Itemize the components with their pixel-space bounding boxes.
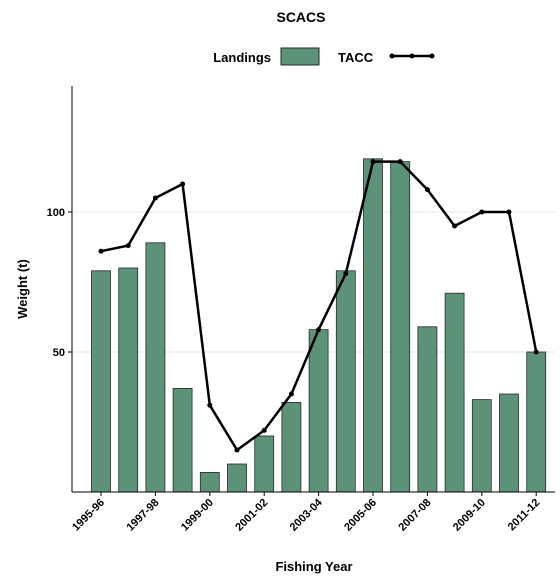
legend: Landings TACC bbox=[213, 47, 435, 66]
bar-landings bbox=[499, 393, 519, 493]
bar-landings bbox=[308, 329, 329, 493]
bar-landings bbox=[363, 158, 383, 493]
tacc-point bbox=[288, 391, 294, 397]
tacc-point bbox=[234, 447, 240, 453]
y-axis-label: Weight (t) bbox=[15, 259, 30, 319]
bar-landings bbox=[254, 435, 275, 493]
legend-marker-tacc bbox=[409, 53, 415, 59]
y-ticks: 50 100 bbox=[47, 207, 72, 359]
tacc-point bbox=[207, 402, 213, 408]
bar-landings bbox=[444, 292, 465, 493]
legend-label-tacc: TACC bbox=[338, 50, 374, 65]
tacc-point bbox=[452, 223, 458, 229]
legend-swatch-landings bbox=[280, 47, 320, 66]
bar-landings bbox=[91, 270, 111, 493]
tacc-point bbox=[479, 209, 485, 215]
bar-landings bbox=[526, 351, 547, 493]
bar-landings bbox=[118, 267, 139, 493]
tacc-point bbox=[370, 159, 376, 165]
bar-landings bbox=[227, 463, 247, 493]
x-tick-label: 1997-98 bbox=[124, 497, 161, 534]
bar-landings bbox=[172, 387, 193, 493]
legend-label-landings: Landings bbox=[213, 50, 271, 65]
tacc-point bbox=[261, 427, 267, 433]
bar-landings bbox=[145, 242, 166, 493]
bar-landings bbox=[417, 326, 438, 493]
tacc-point bbox=[316, 327, 322, 333]
x-ticks: 1995-96 1997-98 1999-00 2001-02 2003-04 2005-… bbox=[70, 492, 542, 534]
x-tick-label: 1995-96 bbox=[70, 497, 107, 534]
x-tick-label: 1999-00 bbox=[179, 497, 216, 534]
tacc-point bbox=[424, 187, 430, 193]
legend-marker-tacc bbox=[429, 53, 435, 59]
tacc-point bbox=[98, 248, 104, 254]
tacc-point bbox=[397, 159, 403, 165]
tacc-point bbox=[533, 349, 539, 355]
tacc-line-series bbox=[98, 159, 539, 453]
tacc-point bbox=[152, 195, 158, 201]
y-tick-label: 100 bbox=[47, 207, 65, 219]
bar-landings bbox=[390, 161, 411, 493]
bar-landings bbox=[335, 270, 356, 493]
bar-landings bbox=[281, 401, 302, 493]
x-tick-label: 2001-02 bbox=[233, 497, 270, 534]
bar-landings bbox=[471, 399, 492, 493]
x-axis-label: Fishing Year bbox=[275, 559, 352, 574]
x-tick-label: 2007-08 bbox=[396, 497, 433, 534]
x-tick-label: 2003-04 bbox=[288, 496, 326, 534]
legend-marker-tacc bbox=[389, 53, 395, 59]
chart-title: SCACS bbox=[276, 9, 325, 25]
x-tick-label: 2005-06 bbox=[342, 497, 379, 534]
x-tick-label: 2011-12 bbox=[506, 497, 543, 534]
tacc-point bbox=[506, 209, 512, 215]
tacc-point bbox=[125, 243, 131, 249]
tacc-point bbox=[180, 181, 186, 187]
bars bbox=[91, 158, 547, 493]
bar-landings bbox=[199, 471, 220, 493]
y-tick-label: 50 bbox=[53, 347, 65, 359]
x-tick-label: 2009-10 bbox=[451, 497, 488, 534]
tacc-point bbox=[343, 271, 349, 277]
